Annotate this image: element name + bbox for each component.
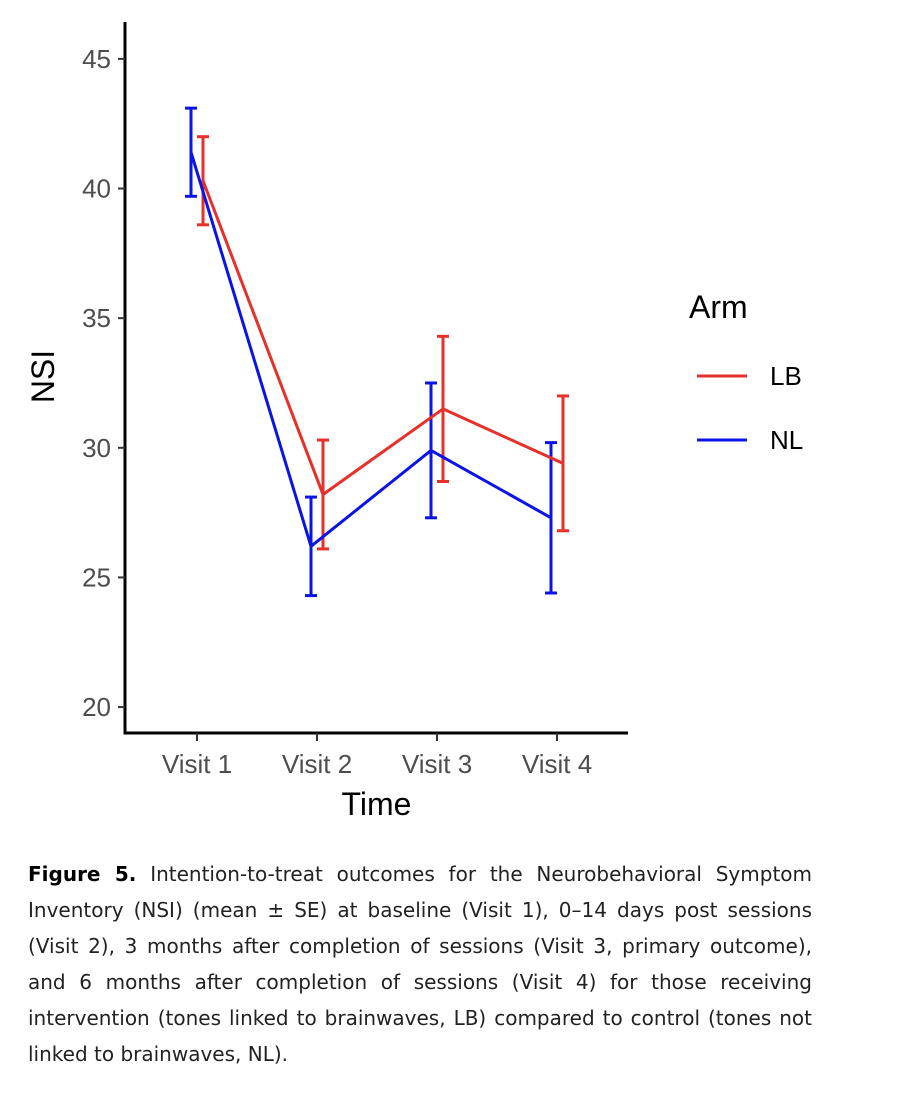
series-line-lb	[201, 180, 564, 496]
y-tick-label: 45	[82, 44, 111, 74]
caption-label: Figure 5.	[28, 862, 137, 886]
series-line-nl	[189, 151, 552, 548]
legend-item-lb: LB	[697, 361, 802, 391]
x-tick-label: Visit 3	[402, 749, 472, 779]
legend-title: Arm	[689, 289, 748, 325]
x-axis-title: Time	[342, 786, 412, 822]
y-tick-label: 35	[82, 303, 111, 333]
legend-item-nl: NL	[697, 425, 803, 455]
caption-text: Intention-to-treat outcomes for the Neur…	[28, 862, 813, 1066]
nsi-line-chart: 20 25 30 35 40 45 Visit 1 Visit 2 Visit 3 Visit 4…	[25, 22, 803, 822]
figure-caption: Figure 5. Intention-to-treat outcomes fo…	[28, 856, 812, 1072]
y-tick-label: 40	[82, 174, 111, 204]
legend-label: NL	[770, 425, 803, 455]
x-tick-label: Visit 2	[282, 749, 352, 779]
y-tick-label: 20	[82, 692, 111, 722]
plot-marks	[185, 106, 569, 598]
legend: Arm LB NL	[689, 289, 803, 455]
y-tick-label: 25	[82, 562, 111, 592]
error-bar-lb-4	[557, 394, 569, 533]
y-axis-title: NSI	[25, 350, 61, 403]
legend-label: LB	[770, 361, 802, 391]
axes: 20 25 30 35 40 45 Visit 1 Visit 2 Visit 3 Visit 4…	[25, 22, 628, 822]
x-tick-label: Visit 1	[162, 749, 232, 779]
y-tick-label: 30	[82, 433, 111, 463]
x-tick-label: Visit 4	[522, 749, 592, 779]
